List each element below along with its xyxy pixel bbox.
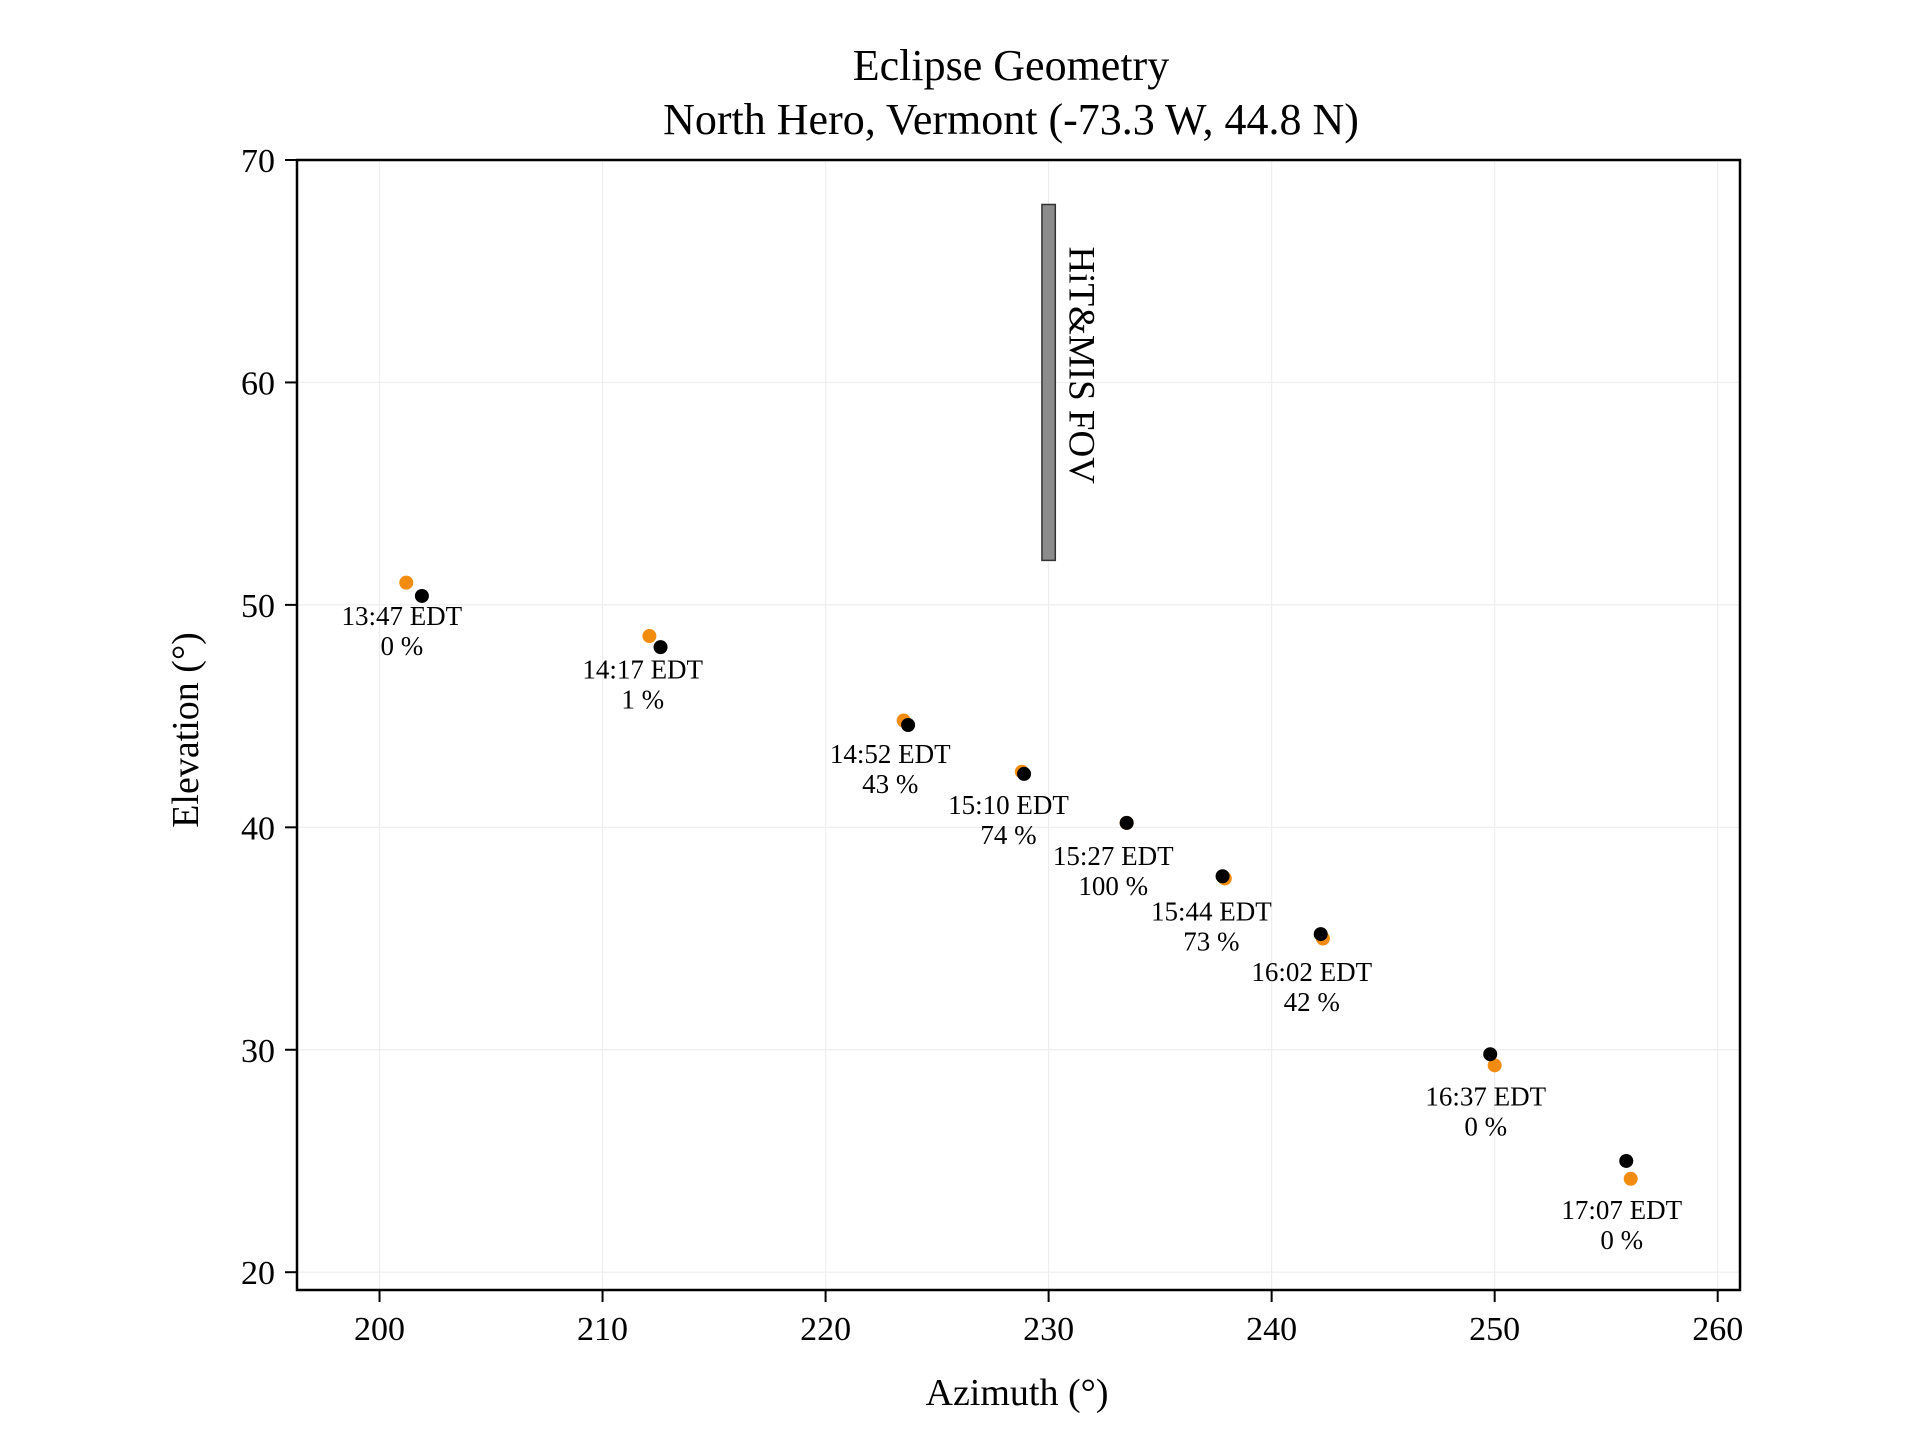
x-axis-label: Azimuth (°): [926, 1372, 1109, 1414]
plot-frame: [295, 158, 1742, 1292]
x-tick-label: 230: [1023, 1311, 1074, 1348]
annotation-time: 16:37 EDT: [1425, 1081, 1546, 1111]
chart-title: Eclipse Geometry: [853, 41, 1169, 90]
annotation-percent: 0 %: [380, 631, 423, 661]
annotation-percent: 1 %: [621, 684, 664, 714]
y-tick-label: 60: [241, 365, 275, 402]
annotation-percent: 74 %: [980, 820, 1036, 850]
y-axis-ticks: 20 30 40 50 60 70: [241, 143, 297, 1292]
data-points: [399, 575, 1638, 1186]
black-point: [1017, 766, 1032, 781]
annotation-percent: 100 %: [1078, 871, 1148, 901]
black-point: [1119, 815, 1134, 830]
annotation-time: 15:44 EDT: [1151, 897, 1272, 927]
x-tick-label: 260: [1692, 1311, 1743, 1348]
y-axis-label: Elevation (°): [165, 632, 207, 828]
annotation-time: 15:10 EDT: [948, 790, 1069, 820]
annotation-time: 15:27 EDT: [1053, 841, 1174, 871]
annotation-percent: 73 %: [1183, 927, 1239, 957]
annotation-time: 13:47 EDT: [341, 601, 462, 631]
grid-lines: [297, 159, 1740, 1290]
annotation-time: 14:17 EDT: [582, 654, 703, 684]
x-axis-ticks: 200 210 220 230 240 250 260: [354, 1290, 1743, 1348]
annotation-percent: 43 %: [862, 769, 918, 799]
y-tick-label: 70: [241, 143, 275, 180]
x-tick-label: 200: [354, 1311, 405, 1348]
annotation-time: 14:52 EDT: [830, 739, 951, 769]
annotation-time: 16:02 EDT: [1251, 957, 1372, 987]
black-point: [1483, 1047, 1498, 1062]
black-point: [901, 718, 916, 732]
black-point: [1313, 927, 1328, 942]
y-tick-label: 40: [241, 810, 275, 847]
x-tick-label: 240: [1246, 1311, 1297, 1348]
chart-subtitle: North Hero, Vermont (-73.3 W, 44.8 N): [663, 95, 1359, 144]
orange-point: [642, 629, 657, 644]
annotation-percent: 0 %: [1464, 1111, 1507, 1141]
fov-group: HiT&MIS FOV: [1041, 203, 1101, 562]
x-tick-label: 210: [577, 1311, 628, 1348]
y-tick-label: 30: [241, 1033, 275, 1070]
black-point: [414, 588, 429, 603]
annotation-percent: 0 %: [1600, 1225, 1643, 1255]
black-point: [1215, 869, 1230, 884]
x-tick-label: 250: [1469, 1311, 1520, 1348]
annotation-percent: 42 %: [1284, 987, 1340, 1017]
x-tick-label: 220: [800, 1311, 851, 1348]
y-tick-label: 50: [241, 588, 275, 625]
black-point: [1619, 1153, 1634, 1168]
orange-point: [1487, 1058, 1502, 1073]
orange-point: [399, 575, 414, 590]
fov-bar: [1041, 203, 1057, 562]
annotation-time: 17:07 EDT: [1561, 1195, 1682, 1225]
black-point: [653, 640, 668, 655]
orange-point: [1623, 1171, 1638, 1186]
y-tick-label: 20: [241, 1255, 275, 1292]
fov-label: HiT&MIS FOV: [1060, 246, 1101, 484]
